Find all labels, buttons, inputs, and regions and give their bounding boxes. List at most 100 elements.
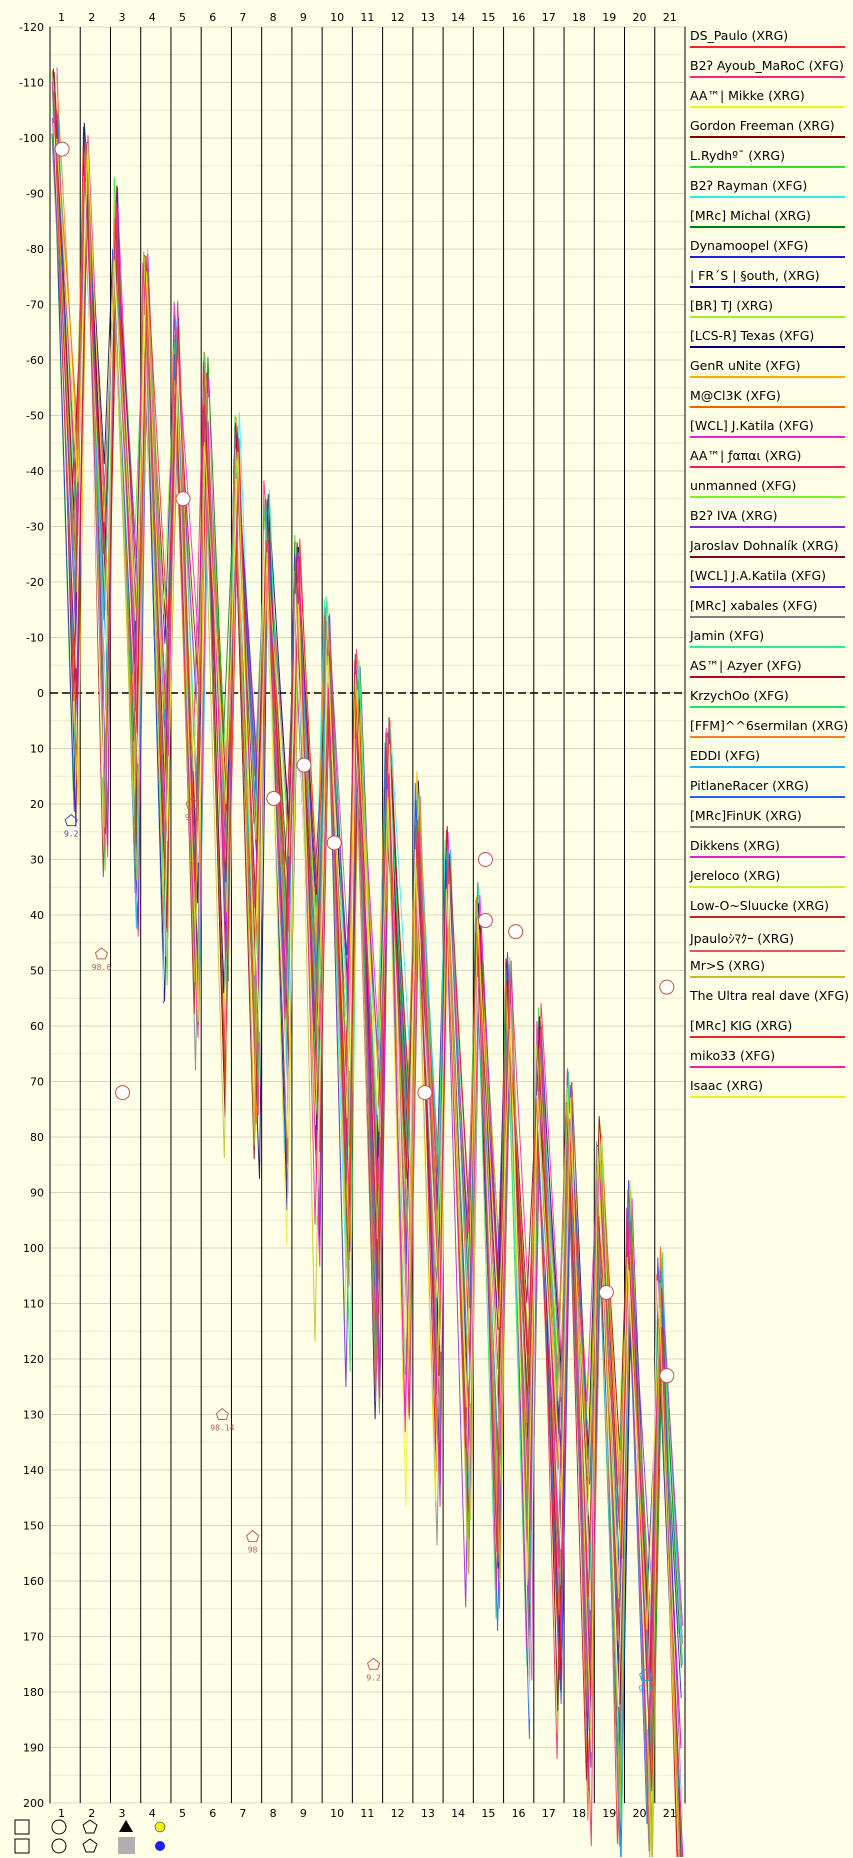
y-tick-label: 0	[37, 687, 44, 700]
legend: DS_Paulo (XRG) B2ʔ Ayoub_MaRoC (XFG) AA™| …	[690, 22, 850, 1102]
y-tick-label: 20	[30, 798, 44, 811]
x-tick-label-top: 6	[209, 11, 216, 24]
annotation-label: 9.7	[638, 1684, 653, 1693]
legend-swatch	[690, 526, 845, 528]
pentagon-marker	[246, 1529, 260, 1543]
pentagon-marker-icon	[82, 1819, 98, 1834]
annotation-label: 9.2	[366, 1673, 381, 1682]
legend-item: [WCL] J.A.Katila (XFG)	[690, 562, 850, 592]
x-tick-label-bottom: 17	[542, 1807, 556, 1820]
pentagon-marker	[215, 1407, 229, 1420]
x-tick-label-top: 4	[149, 11, 156, 24]
x-tick-label-bottom: 5	[179, 1807, 186, 1820]
lap-marker	[659, 979, 675, 995]
lap-marker	[659, 1368, 675, 1384]
x-axis-labels-bottom: 1 2 3 4 5 6 7 8 9 10 11 12 13 14 15 16 17 18 19 20 21	[58, 1807, 677, 1820]
pentagon-marker	[94, 947, 108, 960]
legend-swatch	[690, 316, 845, 318]
legend-swatch	[690, 706, 845, 708]
blue-dot-icon	[155, 1841, 165, 1851]
legend-swatch	[690, 286, 845, 288]
chart-annotations: 9.2 98.6 9.1 98.14 98 9.2 9.7	[54, 141, 675, 1693]
annotation-label: 98	[248, 1546, 258, 1555]
y-tick-label: -120	[19, 21, 44, 34]
legend-label: KrzychOo (XFG)	[690, 688, 789, 703]
legend-swatch	[690, 736, 845, 738]
legend-label: Dynamoopel (XFG)	[690, 238, 809, 253]
square-marker-icon-2	[14, 1838, 30, 1854]
lap-marker	[508, 924, 524, 940]
legend-label: B2ʔ IVA (XRG)	[690, 508, 778, 523]
y-tick-label: 170	[23, 1631, 44, 1644]
x-tick-label-bottom: 15	[481, 1807, 495, 1820]
x-tick-label-top: 19	[602, 11, 616, 24]
circle-marker-icon	[51, 1819, 67, 1835]
legend-swatch	[690, 136, 845, 138]
x-tick-label-top: 13	[421, 11, 435, 24]
legend-swatch	[690, 466, 845, 468]
pentagon-marker	[64, 813, 78, 827]
x-tick-label-top: 14	[451, 11, 465, 24]
legend-swatch	[690, 616, 845, 618]
y-tick-label: 90	[30, 1187, 44, 1200]
x-tick-label-bottom: 16	[512, 1807, 526, 1820]
legend-label: B2ʔ Rayman (XFG)	[690, 178, 808, 193]
legend-item: AA™| Mikke (XRG)	[690, 82, 850, 112]
y-tick-label: 10	[30, 743, 44, 756]
legend-label: [WCL] J.A.Katila (XFG)	[690, 568, 827, 583]
gray-square-marker-icon	[118, 1837, 135, 1854]
x-tick-label-bottom: 14	[451, 1807, 465, 1820]
y-tick-label: -80	[26, 243, 44, 256]
legend-swatch	[690, 106, 845, 108]
lap-marker	[326, 835, 342, 851]
legend-swatch	[690, 886, 845, 888]
y-tick-label: 190	[23, 1742, 44, 1755]
legend-item: EDDI (XFG)	[690, 742, 850, 772]
lap-marker	[296, 757, 312, 773]
x-tick-label-top: 2	[88, 11, 95, 24]
y-tick-label: 80	[30, 1131, 44, 1144]
legend-item: Dikkens (XRG)	[690, 832, 850, 862]
chart-series-lines	[51, 67, 684, 1857]
legend-label: PitlaneRacer (XRG)	[690, 778, 809, 793]
y-tick-label: -20	[26, 576, 44, 589]
legend-item: AA™| ƒαπαι (XRG)	[690, 442, 850, 472]
legend-item: Jereloco (XRG)	[690, 862, 850, 892]
lap-marker	[477, 913, 493, 929]
legend-label: EDDI (XFG)	[690, 748, 761, 763]
legend-swatch	[690, 586, 845, 588]
y-tick-label: 100	[23, 1242, 44, 1255]
legend-swatch	[690, 376, 845, 378]
x-tick-label-bottom: 1	[58, 1807, 65, 1820]
legend-item: B2ʔ Ayoub_MaRoC (XFG)	[690, 52, 850, 82]
x-tick-label-top: 11	[360, 11, 374, 24]
legend-label: Jamin (XFG)	[690, 628, 765, 643]
marker-key	[14, 1818, 194, 1858]
series-line	[53, 90, 681, 1857]
y-tick-label: -60	[26, 354, 44, 367]
legend-swatch	[690, 950, 845, 952]
series-line	[56, 138, 679, 1850]
legend-swatch	[690, 976, 845, 978]
legend-swatch	[690, 436, 845, 438]
legend-label: GenR uNite (XFG)	[690, 358, 801, 373]
legend-item: DS_Paulo (XRG)	[690, 22, 850, 52]
legend-swatch	[690, 766, 845, 768]
legend-item: miko33 (XFG)	[690, 1042, 850, 1072]
lap-marker	[54, 141, 70, 157]
pentagon-marker	[366, 1657, 381, 1670]
y-tick-label: 160	[23, 1575, 44, 1588]
legend-swatch	[690, 226, 845, 228]
legend-item: [MRc]FinUK (XRG)	[690, 802, 850, 832]
x-tick-label-bottom: 19	[602, 1807, 616, 1820]
y-tick-label: 180	[23, 1686, 44, 1699]
x-tick-label-top: 15	[481, 11, 495, 24]
legend-label: [MRc]FinUK (XRG)	[690, 808, 802, 823]
annotation-label: 9.1	[185, 813, 200, 822]
y-tick-label: 150	[23, 1520, 44, 1533]
x-tick-label-top: 5	[179, 11, 186, 24]
legend-item: The Ultra real dave (XFG)	[690, 982, 850, 1012]
yellow-dot-icon	[154, 1821, 166, 1833]
x-tick-label-top: 12	[391, 11, 405, 24]
legend-swatch	[690, 1066, 845, 1068]
